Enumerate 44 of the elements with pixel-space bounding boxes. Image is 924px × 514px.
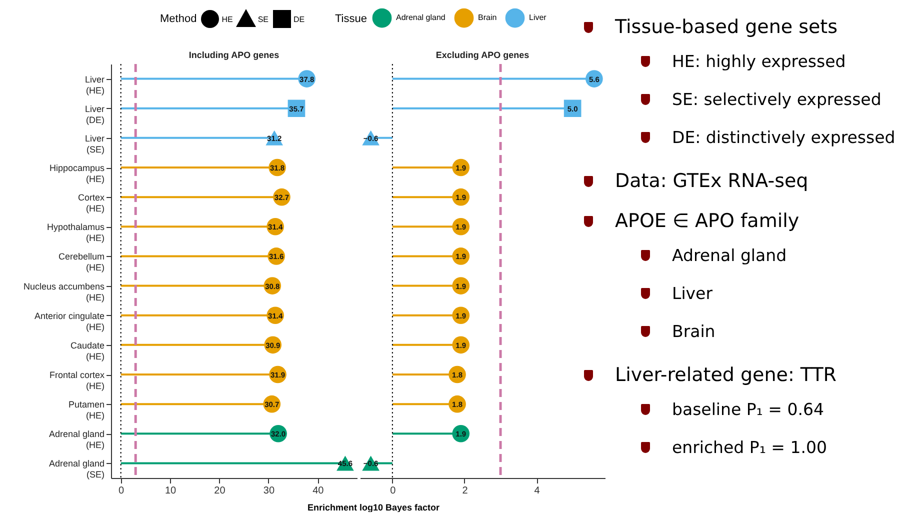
y-tick-label: Caudate (HE) [70, 340, 104, 362]
legend-label: Adrenal gland [396, 13, 446, 22]
y-tick-label: Adrenal gland (SE) [48, 458, 105, 480]
x-tick-label: 2 [462, 486, 468, 496]
text: SE: selectively expressed [672, 90, 882, 108]
text: Brain [672, 322, 716, 340]
x-tick-label: 4 [534, 486, 540, 496]
text: SE [258, 14, 268, 24]
y-tick-label: Liver (DE) [84, 104, 104, 125]
text: baseline P₁ = 0.64 [672, 400, 824, 418]
x-tick-label: 10 [164, 486, 177, 496]
text: HE: highly expressed [672, 52, 846, 70]
text: Liver [672, 284, 712, 302]
text: Method [160, 13, 197, 25]
text: DE [294, 14, 305, 24]
text: Adrenal gland [672, 246, 787, 264]
legend-label: Brain [478, 13, 497, 22]
text: enriched P₁ = 1.00 [672, 438, 827, 456]
y-tick-label: Putamen (HE) [68, 400, 104, 421]
x-tick-label: 20 [214, 486, 226, 496]
y-tick-label: Liver (HE) [84, 74, 104, 96]
chart-title: Excluding APO genes [436, 50, 530, 60]
y-tick-label: Hypothalamus (HE) [46, 222, 105, 244]
x-tick-label: 40 [312, 486, 324, 496]
chart-title: Including APO genes [188, 50, 280, 60]
legend-title: Tissue [335, 13, 367, 25]
legend-label: Liver [529, 13, 547, 22]
y-tick-label: Liver (SE) [84, 133, 105, 154]
x-tick-label: 30 [263, 486, 275, 496]
y-tick-label: Cortex (HE) [78, 192, 105, 214]
text: APOE ∈ APO family [615, 210, 800, 232]
text: DE: distinctively expressed [672, 128, 896, 146]
y-tick-label: Hippocampus (HE) [49, 163, 105, 184]
y-tick-label: Frontal cortex (HE) [49, 370, 105, 391]
y-tick-label: Nucleus accumbens (HE) [23, 281, 105, 302]
x-tick-label: 0 [390, 486, 396, 496]
text: HE [222, 14, 233, 24]
y-tick-label: Cerebellum (HE) [58, 252, 104, 273]
x-tick-label: 0 [118, 486, 125, 496]
y-tick-label: Anterior cingulate (HE) [34, 310, 104, 332]
text: Data: GTEx RNA-seq [615, 170, 808, 192]
text: Liver-related gene: TTR [615, 364, 836, 386]
text: Tissue-based gene sets [615, 16, 838, 38]
y-tick-label: Adrenal gland (HE) [48, 429, 104, 450]
